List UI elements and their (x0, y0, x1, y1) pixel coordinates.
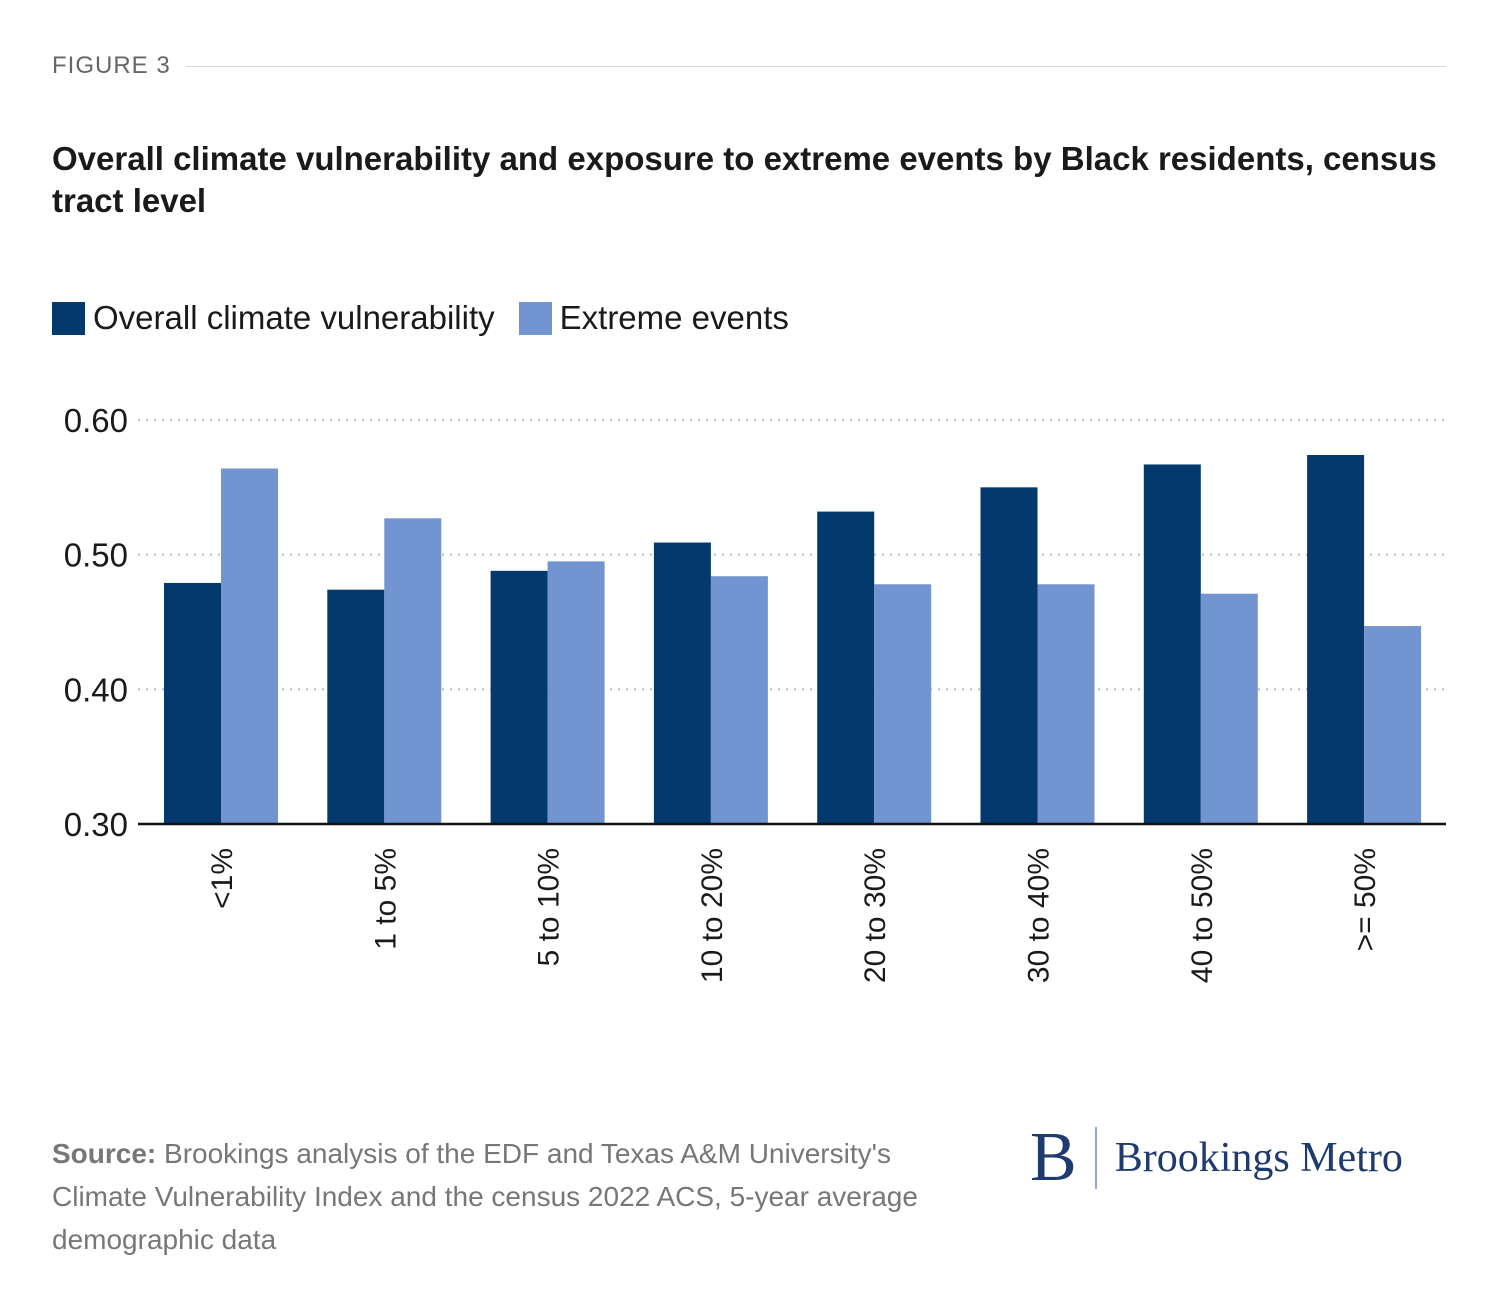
logo-mark: B (1030, 1119, 1077, 1196)
source-note: Source: Brookings analysis of the EDF an… (52, 1132, 952, 1261)
bar-overall (1307, 455, 1365, 824)
x-category-label: 1 to 5% (369, 848, 402, 950)
legend-label-overall: Overall climate vulnerability (93, 299, 495, 336)
bar-overall (653, 542, 711, 824)
y-tick-label: 0.30 (64, 806, 128, 843)
y-tick-label: 0.40 (64, 671, 128, 708)
x-category-label: >= 50% (1349, 848, 1382, 951)
bar-extreme (547, 561, 605, 824)
bar-overall (817, 511, 875, 824)
brookings-metro-logo: B Brookings Metro (1030, 1118, 1403, 1198)
legend-swatch-extreme (518, 301, 552, 335)
legend-label-extreme: Extreme events (559, 299, 789, 336)
bar-overall (327, 589, 385, 824)
bar-extreme (221, 468, 278, 824)
chart-legend: Overall climate vulnerability Extreme ev… (52, 298, 813, 338)
logo-divider (1094, 1127, 1097, 1189)
bar-extreme (1037, 584, 1095, 824)
legend-item-extreme: Extreme events (518, 299, 789, 337)
x-category-label: 5 to 10% (533, 848, 566, 966)
x-category-label: 40 to 50% (1186, 848, 1219, 983)
logo-text: Brookings Metro (1114, 1135, 1403, 1181)
x-category-label: 10 to 20% (696, 848, 729, 983)
chart-title: Overall climate vulnerability and exposu… (52, 140, 1437, 219)
bar-extreme (384, 518, 442, 824)
x-category-label: <1% (206, 848, 239, 909)
x-category-label: 20 to 30% (859, 848, 892, 983)
y-tick-label: 0.50 (64, 537, 128, 574)
bar-extreme (710, 576, 768, 824)
bar-extreme (1200, 593, 1258, 824)
figure-label: FIGURE 3 (52, 52, 171, 79)
source-label: Source: (52, 1138, 157, 1169)
bar-overall (164, 582, 221, 824)
bar-extreme (1364, 626, 1422, 824)
bar-extreme (874, 584, 932, 824)
bar-overall (490, 570, 548, 824)
legend-swatch-overall (52, 301, 85, 335)
x-category-label: 30 to 40% (1023, 848, 1056, 983)
source-text: Brookings analysis of the EDF and Texas … (52, 1138, 918, 1255)
figure-header: FIGURE 3 (52, 52, 1446, 82)
legend-item-overall: Overall climate vulnerability (52, 299, 495, 337)
bar-overall (980, 487, 1038, 824)
bar-overall (1143, 464, 1201, 824)
header-divider (186, 66, 1446, 67)
y-tick-label: 0.60 (64, 402, 128, 439)
bar-chart: 0.30 0.40 0.50 0.60 <1% 1 to 5% 5 to 10% 10 to … (64, 402, 1446, 983)
